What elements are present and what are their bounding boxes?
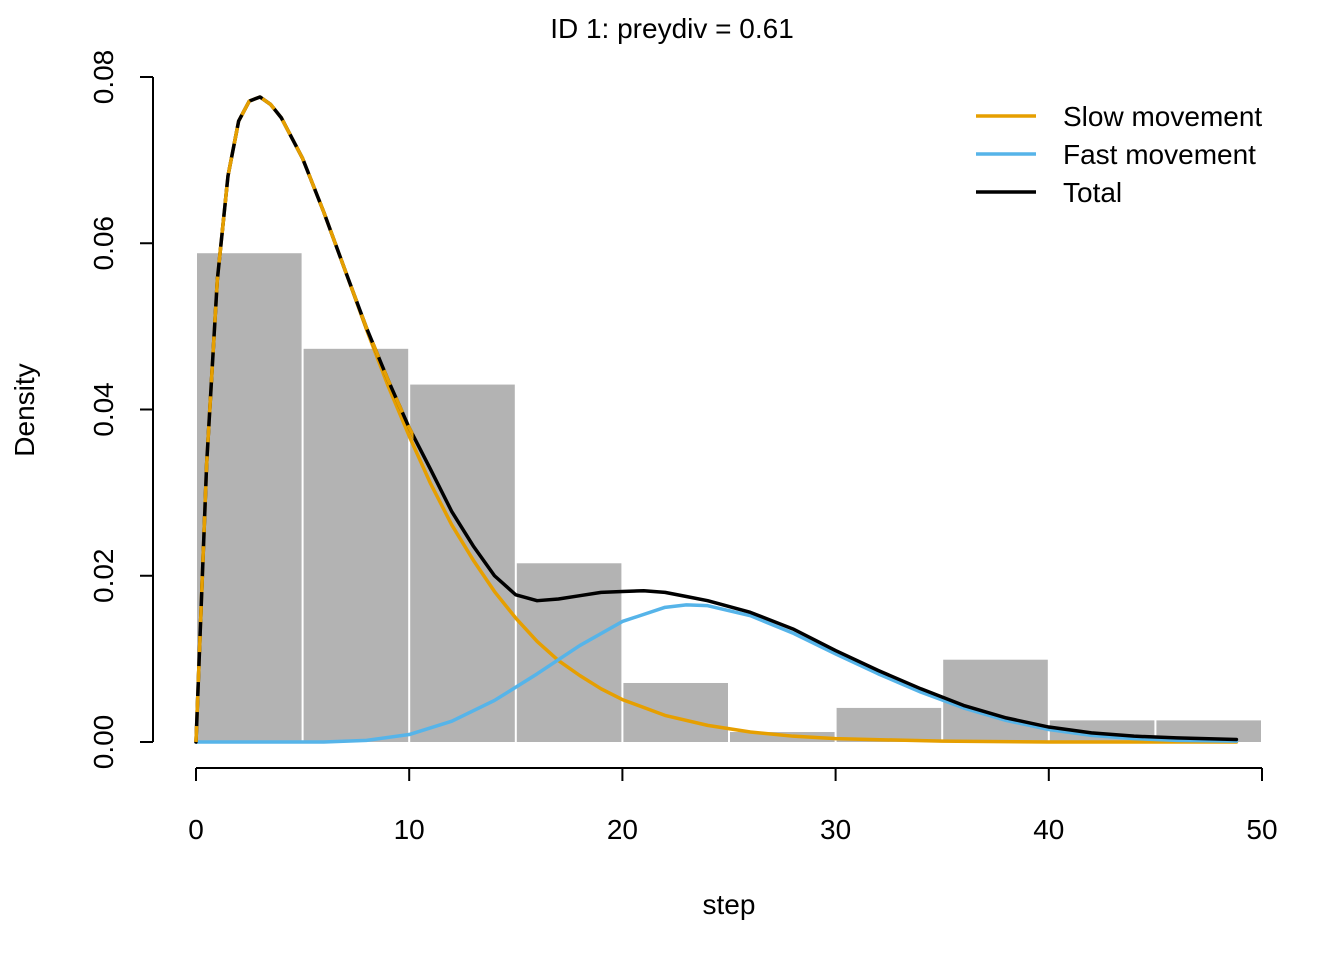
y-tick-label: 0.04 xyxy=(88,382,119,437)
histogram-bar xyxy=(943,659,1048,742)
histogram-bar xyxy=(623,682,728,742)
histogram-bar xyxy=(303,348,409,742)
x-tick-label: 40 xyxy=(1033,814,1064,845)
histogram-bars xyxy=(197,253,1261,742)
y-tick-label: 0.08 xyxy=(88,50,119,105)
legend: Slow movement Fast movement Total xyxy=(976,101,1262,208)
histogram-bar xyxy=(836,707,942,742)
chart-title: ID 1: preydiv = 0.61 xyxy=(550,13,794,44)
legend-label: Total xyxy=(1063,177,1122,208)
y-axis: 0.00 0.02 0.04 0.06 0.08 xyxy=(88,50,154,770)
x-tick-label: 20 xyxy=(607,814,638,845)
series-line-fast-movement xyxy=(194,603,1239,744)
histogram-bar xyxy=(730,732,835,742)
density-curves xyxy=(194,94,1239,744)
legend-label: Fast movement xyxy=(1063,139,1256,170)
x-axis: 0 10 20 30 40 50 xyxy=(188,767,1278,845)
x-axis-label: step xyxy=(703,889,756,920)
y-axis-label: Density xyxy=(9,363,40,456)
x-tick-label: 30 xyxy=(820,814,851,845)
x-tick-label: 50 xyxy=(1246,814,1277,845)
x-tick-label: 0 xyxy=(188,814,204,845)
legend-label: Slow movement xyxy=(1063,101,1262,132)
y-tick-label: 0.02 xyxy=(88,549,119,604)
y-tick-label: 0.00 xyxy=(88,715,119,770)
total-dash-overlay xyxy=(194,94,414,743)
histogram-bar xyxy=(197,253,302,742)
histogram-bar xyxy=(410,384,515,742)
x-tick-label: 10 xyxy=(394,814,425,845)
y-tick-label: 0.06 xyxy=(88,216,119,271)
